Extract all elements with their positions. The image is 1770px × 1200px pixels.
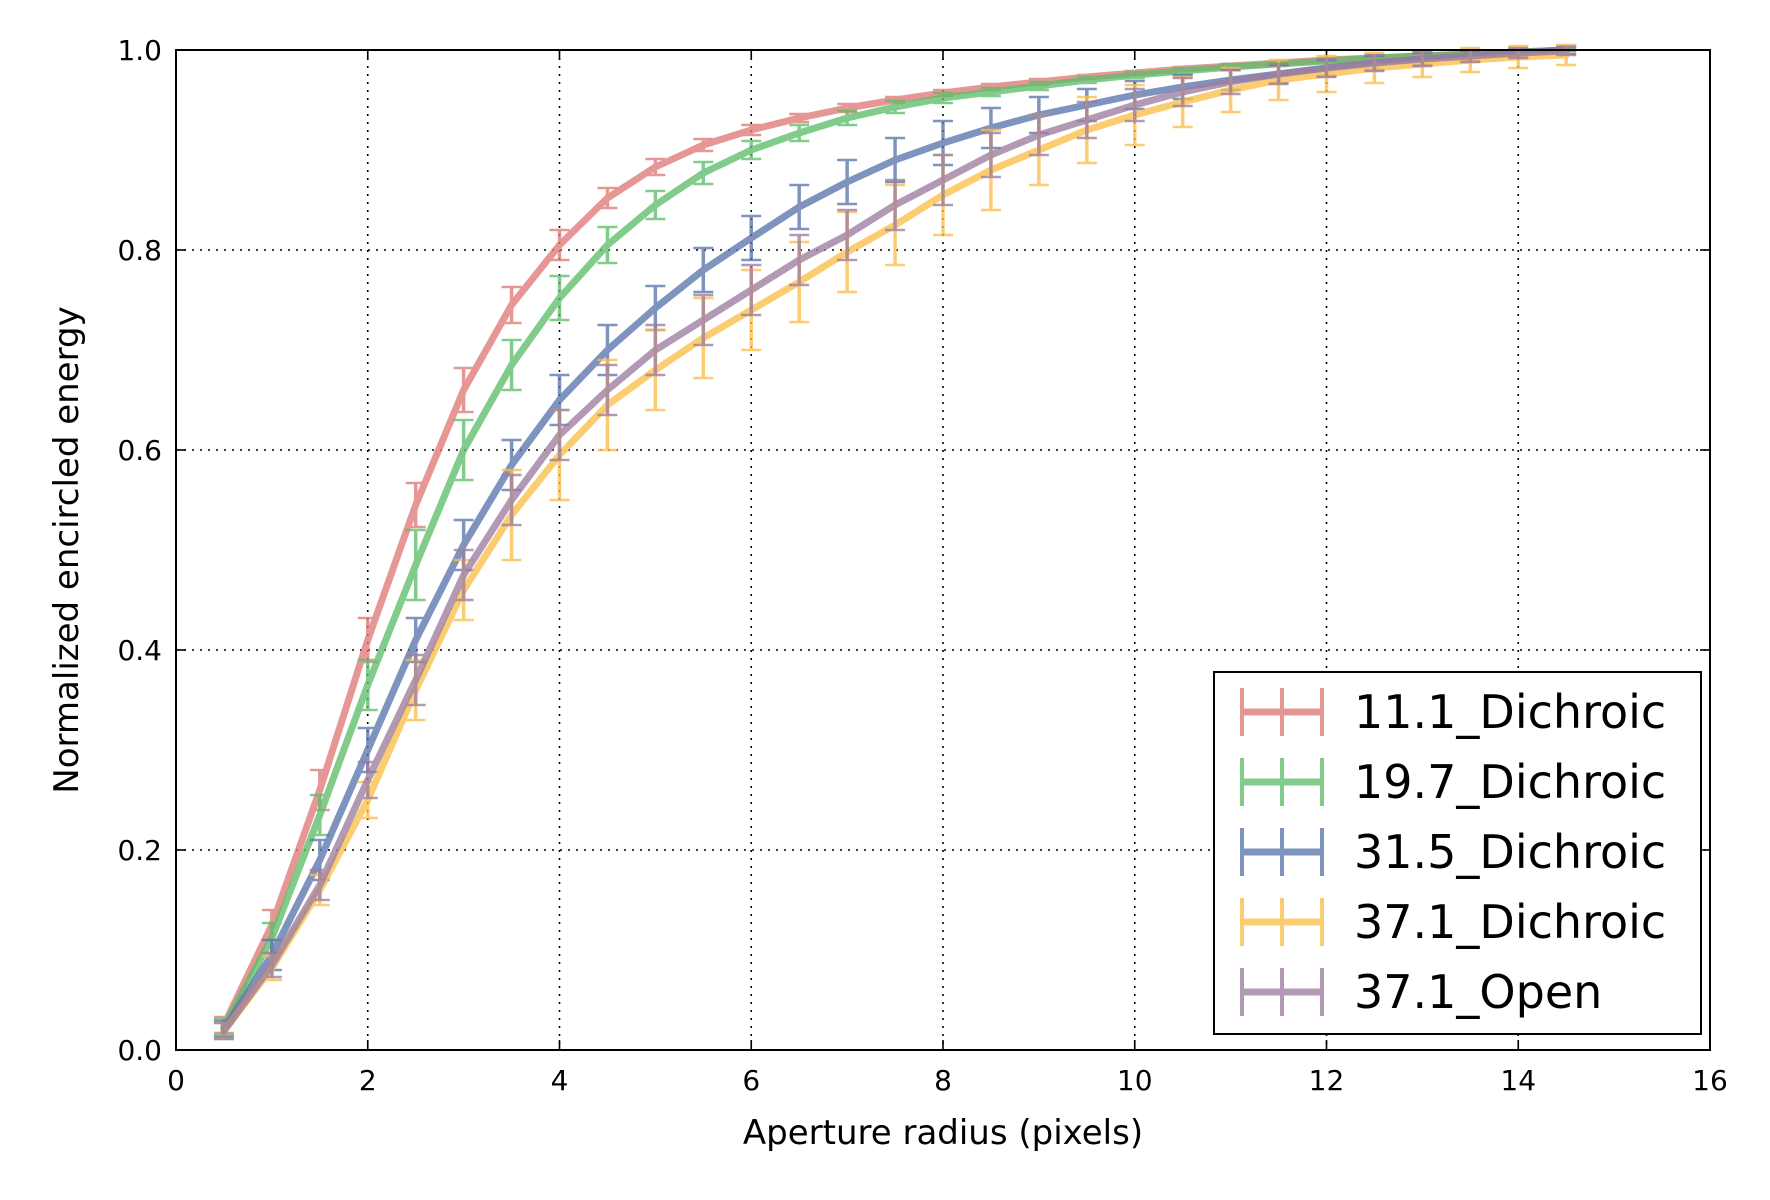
error-bar <box>789 123 810 143</box>
error-bar <box>405 481 426 529</box>
error-bar <box>1076 100 1097 140</box>
error-bar <box>837 208 858 262</box>
x-tick-label: 14 <box>1500 1064 1536 1097</box>
error-bar <box>549 274 570 322</box>
x-tick-labels: 0 2 4 6 8 10 12 14 16 <box>167 1064 1728 1097</box>
error-bar <box>933 153 953 207</box>
error-bar <box>933 91 953 105</box>
legend-label: 37.1_Open <box>1354 965 1602 1019</box>
plot-frame <box>175 49 1711 1051</box>
y-tick-label: 1.0 <box>117 34 162 67</box>
error-bar <box>741 123 762 137</box>
error-bar <box>453 418 474 482</box>
error-bar <box>1076 75 1097 85</box>
y-tick-label: 0.6 <box>117 434 162 467</box>
error-bar <box>741 263 762 317</box>
error-bar <box>693 293 714 347</box>
error-bar <box>1220 68 1241 96</box>
error-bar <box>453 366 474 414</box>
error-bar <box>357 760 378 800</box>
series-layer <box>213 43 1577 1041</box>
error-bar <box>885 99 906 115</box>
error-bar <box>549 228 570 262</box>
error-bar <box>1364 53 1385 73</box>
error-bar <box>645 157 666 177</box>
legend-label: 19.7_Dichroic <box>1354 755 1666 809</box>
error-bar <box>213 1021 234 1041</box>
legend-item <box>1240 968 1324 1016</box>
error-bar <box>789 112 810 124</box>
error-bar <box>261 951 282 979</box>
error-bar <box>885 178 906 232</box>
error-bar <box>693 137 714 153</box>
error-bar <box>501 338 522 392</box>
error-bar <box>693 246 714 294</box>
error-bar <box>693 160 714 186</box>
legend-item <box>1240 898 1324 946</box>
error-bar <box>741 214 762 262</box>
x-tick-label: 8 <box>934 1064 952 1097</box>
error-bar <box>645 284 666 332</box>
error-bar <box>789 233 810 287</box>
x-tick-label: 0 <box>167 1064 185 1097</box>
error-bar <box>645 323 666 377</box>
error-bar <box>1412 50 1433 68</box>
error-bar <box>789 183 810 231</box>
error-bar <box>453 548 474 602</box>
error-bar <box>405 653 426 707</box>
y-tick-labels: 0.0 0.2 0.4 0.6 0.8 1.0 <box>117 34 162 1067</box>
legend: 11.1_Dichroic 19.7_Dichroic 31.5_Dichroic 3… <box>1213 671 1702 1035</box>
x-tick-label: 2 <box>359 1064 377 1097</box>
error-bar <box>597 186 618 210</box>
x-tick-label: 6 <box>742 1064 760 1097</box>
error-bar <box>980 86 1001 98</box>
legend-item <box>1240 828 1324 876</box>
error-bar <box>597 225 618 265</box>
y-tick-label: 0.8 <box>117 234 162 267</box>
y-tick-label: 0.0 <box>117 1034 162 1067</box>
legend-item <box>1240 758 1324 806</box>
error-bar <box>1172 76 1193 108</box>
error-bar <box>549 408 570 462</box>
error-bar <box>1268 62 1289 86</box>
y-axis-label: Normalized encircled energy <box>47 306 87 793</box>
y-tick-label: 0.4 <box>117 634 162 667</box>
error-bar <box>309 793 330 837</box>
x-tick-label: 10 <box>1117 1064 1153 1097</box>
error-bar <box>645 189 666 221</box>
x-tick-label: 12 <box>1309 1064 1345 1097</box>
error-bar <box>1028 113 1049 157</box>
y-tick-label: 0.2 <box>117 834 162 867</box>
error-bar <box>405 528 426 602</box>
legend-label: 31.5_Dichroic <box>1354 825 1666 879</box>
x-tick-label: 4 <box>551 1064 569 1097</box>
legend-label: 37.1_Dichroic <box>1354 895 1666 949</box>
error-bar <box>1028 80 1049 92</box>
error-bar <box>501 285 522 325</box>
x-tick-label: 16 <box>1692 1064 1728 1097</box>
legend-item <box>1240 688 1324 736</box>
series-37.1_Open <box>213 45 1577 1041</box>
error-bar <box>597 363 618 417</box>
error-bar <box>980 131 1001 179</box>
error-bar <box>1124 70 1145 80</box>
legend-label: 11.1_Dichroic <box>1354 685 1666 739</box>
error-bar <box>837 158 858 206</box>
error-bar <box>309 868 330 902</box>
x-axis-label: Aperture radius (pixels) <box>743 1113 1143 1153</box>
error-bar <box>1316 57 1337 79</box>
error-bar <box>501 473 522 527</box>
error-bar <box>357 658 378 712</box>
error-bar <box>741 139 762 161</box>
error-bar <box>837 109 858 127</box>
error-bar <box>1124 87 1145 123</box>
